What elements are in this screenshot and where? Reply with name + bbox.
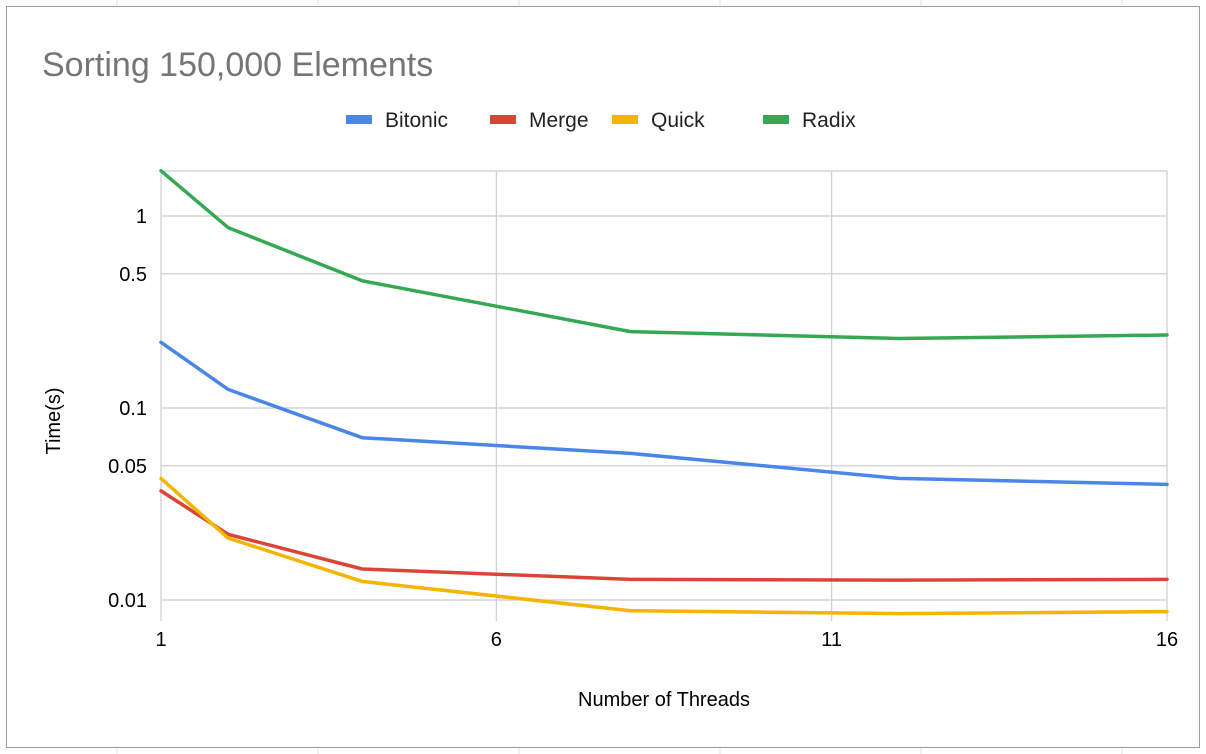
- series-line-quick[interactable]: [159, 476, 1169, 616]
- y-axis-title: Time(s): [43, 387, 65, 454]
- legend-swatch: [490, 115, 516, 124]
- x-tick-label: 1: [155, 629, 166, 651]
- series-line-radix[interactable]: [159, 169, 1169, 341]
- y-tick-label: 0.5: [119, 264, 147, 286]
- x-tick-label: 16: [1156, 629, 1178, 651]
- y-tick-label: 1: [136, 206, 147, 228]
- grid: [160, 170, 1168, 621]
- legend-item-radix[interactable]: Radix: [763, 109, 856, 132]
- legend-item-merge[interactable]: Merge: [490, 109, 589, 132]
- legend-label: Merge: [529, 109, 589, 132]
- y-axis-ticks: 0.01 0.05 0.1 0.5 1: [108, 206, 147, 612]
- x-tick-label: 11: [821, 629, 842, 651]
- y-tick-label: 0.1: [119, 398, 147, 420]
- series-lines: [159, 169, 1169, 616]
- x-axis-title: Number of Threads: [578, 689, 750, 711]
- y-tick-label: 0.05: [108, 456, 147, 478]
- series-line-bitonic[interactable]: [159, 340, 1169, 487]
- line-chart: Sorting 150,000 Elements Bitonic Merge Qui…: [42, 46, 1178, 711]
- legend-swatch: [763, 115, 789, 124]
- x-tick-label: 6: [491, 629, 502, 651]
- legend-label: Radix: [802, 109, 856, 132]
- legend-swatch: [346, 115, 372, 124]
- legend-item-quick[interactable]: Quick: [612, 109, 705, 132]
- chart-container[interactable]: Sorting 150,000 Elements Bitonic Merge Qui…: [6, 6, 1200, 748]
- legend[interactable]: Bitonic Merge Quick Radix: [346, 109, 856, 132]
- x-axis-ticks: 1 6 11 16: [155, 629, 1178, 651]
- legend-swatch: [612, 115, 638, 124]
- chart-title: Sorting 150,000 Elements: [42, 46, 433, 84]
- legend-label: Quick: [651, 109, 705, 132]
- legend-item-bitonic[interactable]: Bitonic: [346, 109, 448, 132]
- y-tick-label: 0.01: [108, 590, 147, 612]
- legend-label: Bitonic: [385, 109, 448, 132]
